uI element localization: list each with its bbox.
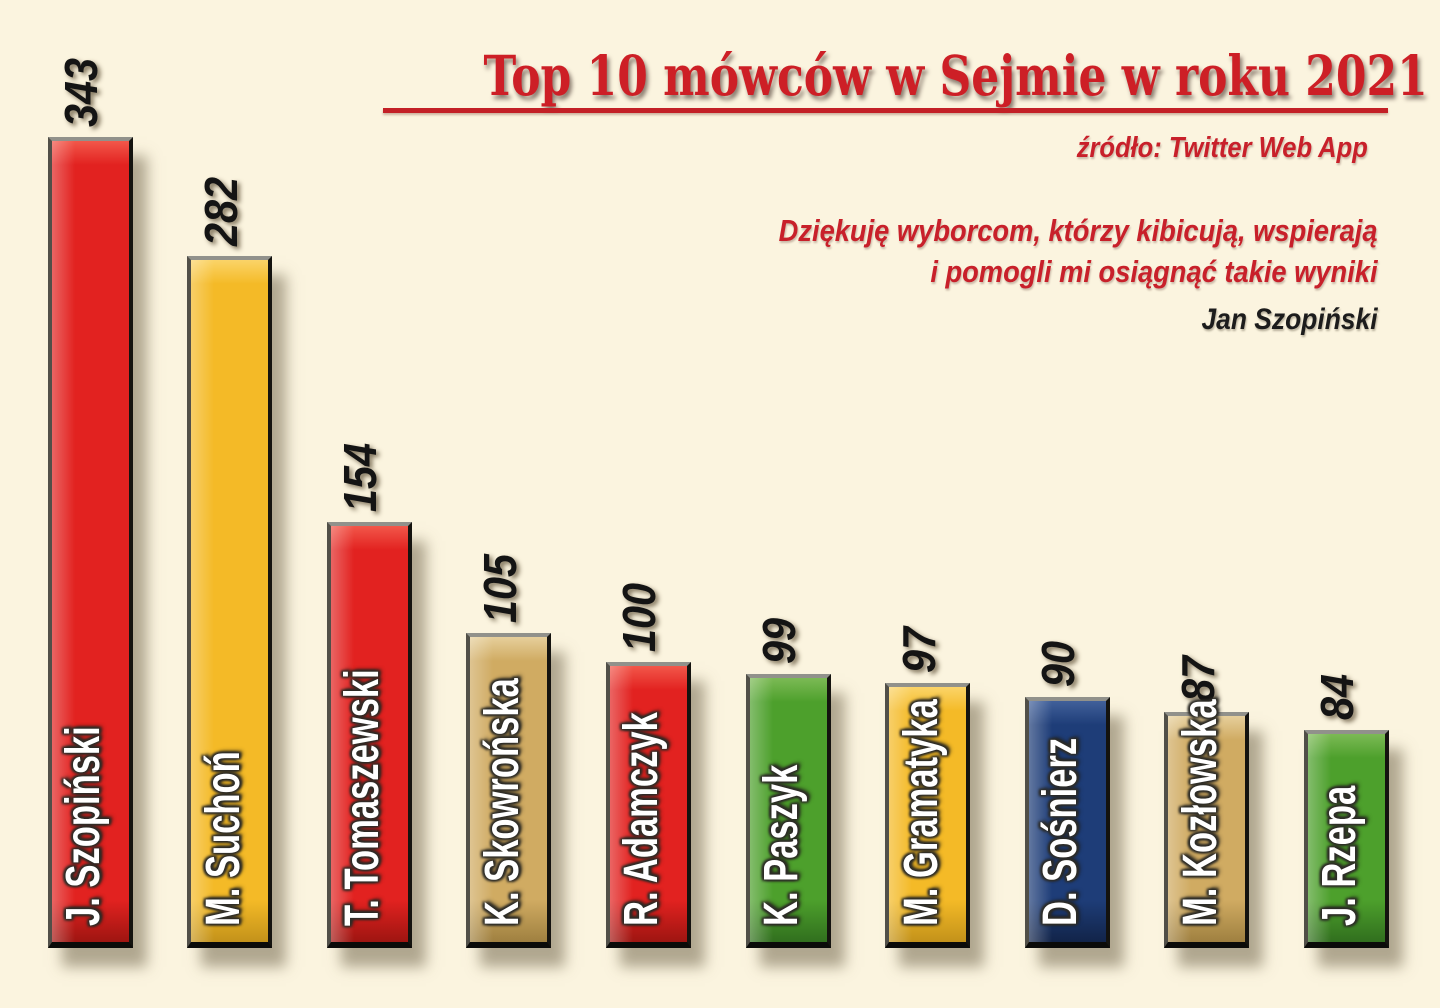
bar-value-label: 97	[892, 626, 945, 673]
bar-name-label: M. Kozłowska	[1173, 699, 1227, 926]
bar: 87 M. Kozłowska	[1164, 656, 1250, 948]
bar-name-label: D. Sośnierz	[1034, 737, 1088, 926]
bar-name-label: J. Szopiński	[57, 726, 110, 926]
bar: 343 J. Szopiński	[47, 58, 133, 948]
quote-line-2: i pomogli mi osiągnąć takie wyniki	[930, 254, 1378, 289]
bar-value-label: 87	[1171, 655, 1224, 702]
bar-value-label: 90	[1032, 640, 1085, 687]
bar-value-label: 154	[334, 442, 387, 512]
bar: 100 R. Adamczyk	[605, 583, 691, 948]
bar-value-label: 84	[1311, 673, 1364, 720]
quote-block: Dziękuję wyborcom, którzy kibicują, wspi…	[779, 210, 1378, 337]
bar-chart-area: 343 J. Szopiński 282 M. Suchoń 154 T. To…	[47, 58, 1389, 948]
bar-value-label: 282	[194, 176, 247, 246]
bar-name-label: J. Rzepa	[1313, 785, 1367, 926]
source-label: źródło: Twitter Web App	[1076, 132, 1368, 164]
bar: 97 M. Gramatyka	[885, 627, 971, 948]
bar-name-label: K. Skowrońska	[475, 678, 529, 926]
title-underline	[383, 108, 1388, 113]
chart-title: Top 10 mówców w Sejmie w roku 2021	[483, 43, 1428, 108]
bar: 84 J. Rzepa	[1303, 674, 1389, 948]
bar-name-label: K. Paszyk	[755, 764, 808, 926]
bar-value-label: 100	[613, 582, 666, 652]
bar-value-label: 343	[55, 57, 107, 127]
bar: 99 K. Paszyk	[745, 618, 831, 948]
bar-value-label: 105	[473, 553, 526, 623]
bar-name-label: T. Tomaszewski	[336, 669, 390, 926]
quote-attribution: Jan Szopiński	[1201, 303, 1378, 336]
bar-name-label: R. Adamczyk	[615, 712, 669, 926]
bar: 105 K. Skowrońska	[466, 554, 552, 948]
bar: 154 T. Tomaszewski	[326, 443, 412, 948]
bar-name-label: M. Gramatyka	[894, 699, 948, 926]
quote-line-1: Dziękuję wyborcom, którzy kibicują, wspi…	[779, 213, 1378, 248]
bar: 90 D. Sośnierz	[1024, 641, 1110, 948]
bar-name-label: M. Suchoń	[196, 751, 250, 926]
bar: 282 M. Suchoń	[187, 177, 273, 948]
bar-value-label: 99	[753, 617, 805, 664]
